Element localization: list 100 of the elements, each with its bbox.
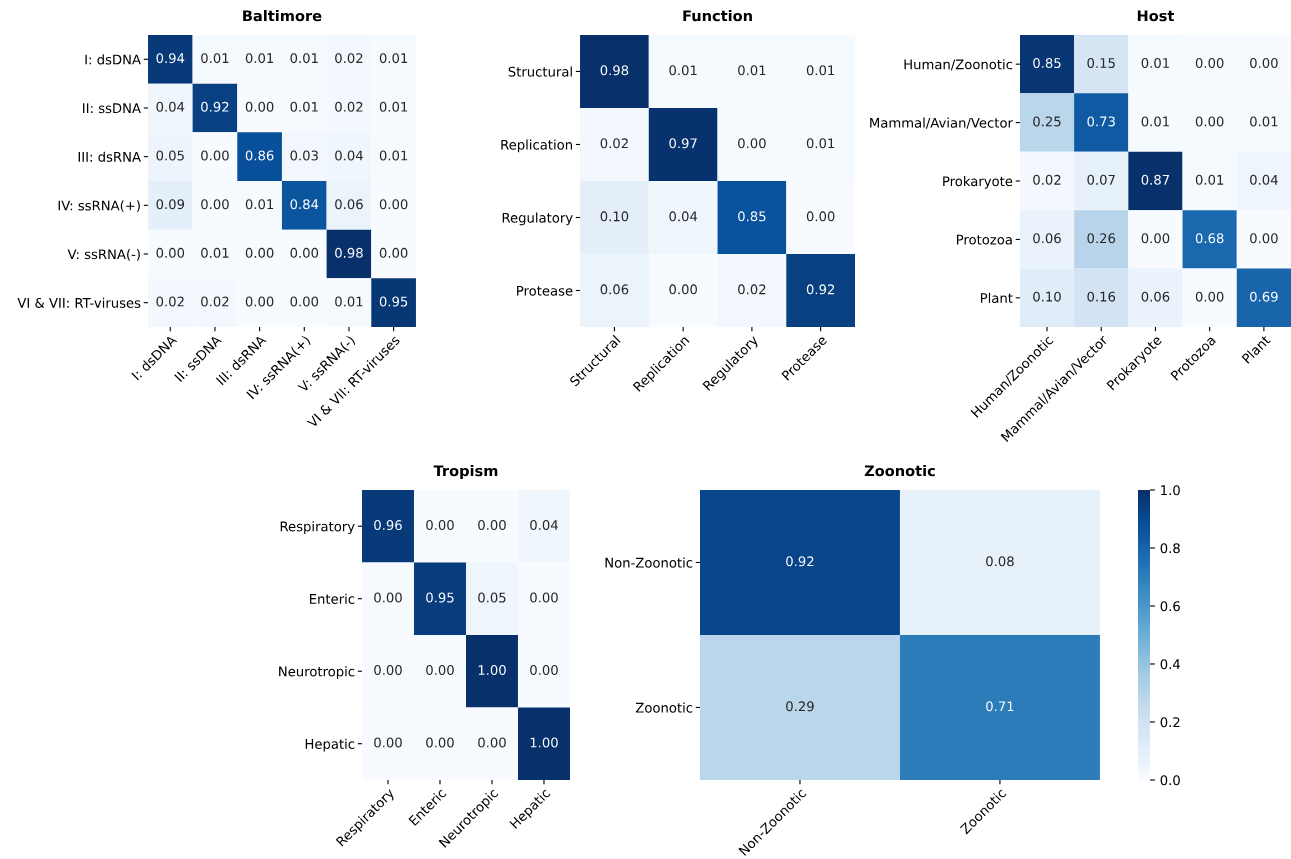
y-tick-label: Protease bbox=[517, 285, 573, 296]
data-label: 0.02 bbox=[156, 296, 184, 307]
data-label: 0.02 bbox=[738, 284, 766, 295]
y-tick-label: I: dsDNA bbox=[85, 54, 141, 65]
data-label: 0.00 bbox=[806, 211, 835, 222]
data-label: 0.02 bbox=[335, 101, 363, 112]
data-label: 0.00 bbox=[245, 101, 274, 112]
data-label: 0.01 bbox=[1141, 58, 1169, 68]
chart-title: Function bbox=[683, 9, 752, 22]
data-label: 0.68 bbox=[1195, 233, 1224, 244]
data-label: 0.00 bbox=[530, 592, 558, 603]
data-label: 0.00 bbox=[426, 737, 454, 748]
data-label: 0.92 bbox=[786, 556, 814, 567]
data-label: 0.86 bbox=[245, 150, 274, 161]
data-label: 0.00 bbox=[478, 737, 506, 748]
y-tick-label: III: dsRNA bbox=[78, 151, 141, 162]
data-label: 0.04 bbox=[1250, 174, 1278, 185]
data-label: 0.01 bbox=[201, 247, 229, 258]
data-label: 0.08 bbox=[986, 556, 1014, 567]
data-label: 0.01 bbox=[201, 53, 229, 64]
data-label: 0.04 bbox=[669, 211, 698, 222]
data-label: 0.01 bbox=[738, 65, 766, 76]
y-tick-label: Protozoa bbox=[956, 234, 1012, 245]
data-label: 0.07 bbox=[1087, 174, 1115, 185]
data-label: 0.29 bbox=[786, 701, 814, 712]
y-tick-label: Enteric bbox=[310, 593, 355, 604]
y-tick-label: II: ssDNA bbox=[83, 103, 141, 114]
data-label: 0.00 bbox=[1195, 58, 1224, 68]
data-label: 0.00 bbox=[530, 665, 558, 676]
data-label: 0.00 bbox=[1250, 233, 1278, 244]
data-label: 0.01 bbox=[290, 101, 318, 112]
y-tick-label: IV: ssRNA(+) bbox=[58, 200, 140, 213]
data-label: 0.00 bbox=[290, 296, 319, 307]
data-label: 0.96 bbox=[374, 520, 402, 531]
data-label: 0.00 bbox=[478, 520, 506, 531]
data-label: 0.95 bbox=[379, 296, 408, 307]
data-label: 0.94 bbox=[156, 53, 185, 64]
data-label: 0.00 bbox=[738, 138, 766, 149]
data-label: 0.02 bbox=[600, 138, 628, 149]
data-label: 0.00 bbox=[669, 284, 697, 295]
data-label: 0.01 bbox=[290, 53, 318, 64]
data-label: 0.00 bbox=[374, 592, 402, 603]
y-tick-label: Respiratory bbox=[280, 521, 355, 534]
data-label: 0.00 bbox=[245, 247, 274, 258]
data-label: 0.05 bbox=[478, 592, 506, 603]
data-label: 0.10 bbox=[600, 211, 629, 222]
data-label: 0.00 bbox=[379, 247, 408, 258]
data-label: 0.00 bbox=[1195, 291, 1224, 302]
color-bar-label: 0.2 bbox=[1160, 717, 1180, 728]
data-label: 0.05 bbox=[156, 150, 184, 161]
data-label: 0.06 bbox=[1141, 291, 1170, 302]
data-label: 0.92 bbox=[806, 284, 835, 295]
y-tick-label: Replication bbox=[501, 139, 572, 153]
data-label: 0.01 bbox=[669, 65, 697, 76]
data-label: 0.92 bbox=[201, 101, 229, 112]
data-label: 0.84 bbox=[290, 199, 319, 210]
data-label: 0.01 bbox=[379, 150, 408, 161]
chart-title: Zoonotic bbox=[864, 465, 935, 477]
color-bar-label: 0.4 bbox=[1160, 659, 1180, 670]
data-label: 0.01 bbox=[245, 53, 274, 64]
data-label: 0.00 bbox=[426, 520, 454, 531]
data-label: 0.04 bbox=[335, 150, 363, 161]
data-label: 0.00 bbox=[1141, 233, 1170, 244]
data-label: 0.04 bbox=[530, 520, 558, 531]
data-label: 0.00 bbox=[245, 296, 274, 307]
data-label: 0.71 bbox=[986, 701, 1014, 712]
data-label: 0.98 bbox=[335, 247, 363, 258]
data-label: 0.01 bbox=[806, 138, 835, 149]
data-label: 0.00 bbox=[156, 247, 185, 258]
data-label: 0.10 bbox=[1033, 291, 1061, 302]
data-label: 0.01 bbox=[1250, 116, 1278, 127]
data-label: 0.06 bbox=[1033, 233, 1061, 244]
data-label: 0.01 bbox=[1141, 116, 1169, 127]
data-label: 0.03 bbox=[290, 150, 318, 161]
color-bar-label: 0.6 bbox=[1160, 601, 1180, 612]
data-label: 0.04 bbox=[156, 101, 185, 112]
y-tick-label: VI & VII: RT-viruses bbox=[17, 297, 141, 308]
data-label: 0.95 bbox=[426, 592, 454, 603]
data-label: 0.06 bbox=[335, 199, 363, 210]
data-label: 0.01 bbox=[335, 296, 363, 307]
data-label: 0.26 bbox=[1087, 233, 1116, 244]
data-label: 0.00 bbox=[426, 665, 454, 676]
data-label: 1.00 bbox=[530, 737, 558, 748]
color-bar-label: 0.0 bbox=[1160, 775, 1180, 786]
data-label: 0.01 bbox=[379, 53, 408, 64]
data-label: 0.97 bbox=[669, 138, 697, 149]
data-label: 0.15 bbox=[1087, 58, 1115, 68]
chart-title: Host bbox=[1137, 10, 1175, 22]
data-label: 0.25 bbox=[1033, 116, 1061, 127]
y-tick-label: Regulatory bbox=[502, 212, 573, 226]
chart-title: Tropism bbox=[433, 465, 498, 480]
data-label: 0.00 bbox=[1250, 58, 1278, 68]
data-label: 1.00 bbox=[478, 665, 506, 676]
data-label: 0.02 bbox=[201, 296, 229, 307]
color-bar-label: 1.0 bbox=[1161, 485, 1180, 496]
data-label: 0.09 bbox=[156, 199, 185, 210]
data-label: 0.01 bbox=[379, 101, 408, 112]
y-tick-label: V: ssRNA(-) bbox=[67, 249, 140, 261]
y-tick-label: Prokaryote bbox=[943, 175, 1013, 189]
y-tick-label: Neurotropic bbox=[279, 666, 355, 679]
